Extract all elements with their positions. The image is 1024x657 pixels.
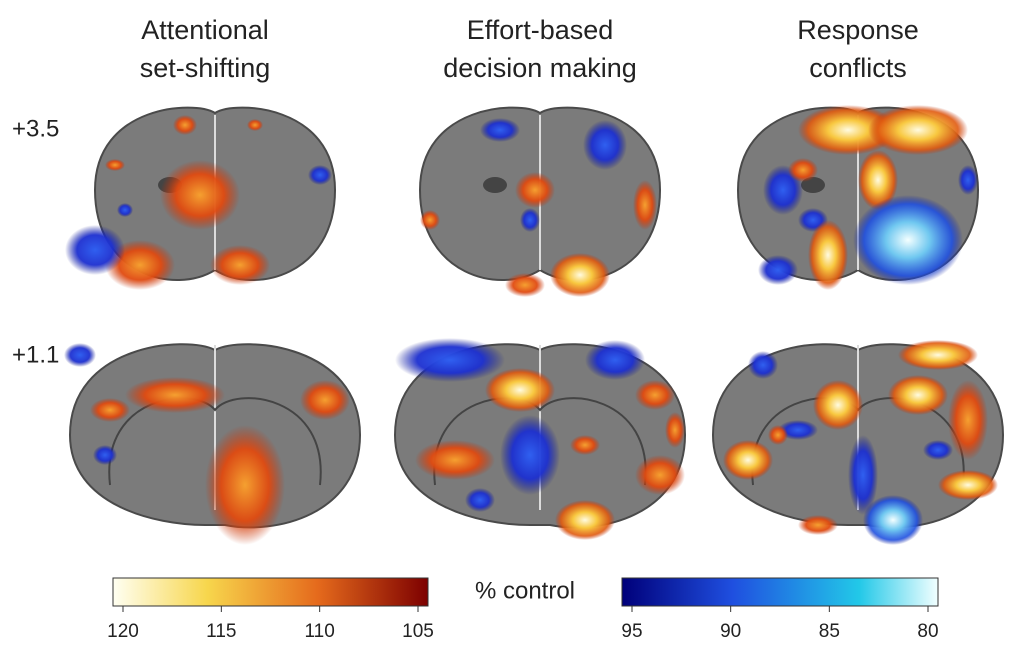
colorbar-label: % control bbox=[475, 577, 575, 604]
activation-blob bbox=[888, 375, 948, 415]
activation-blob bbox=[210, 245, 270, 285]
activation-blob bbox=[515, 172, 555, 208]
activation-blob bbox=[64, 343, 96, 367]
colorbar-tick-label: 110 bbox=[305, 621, 335, 642]
activation-blob bbox=[420, 210, 440, 230]
activation-blob bbox=[485, 368, 555, 412]
activation-blob bbox=[585, 340, 645, 380]
activation-blob bbox=[520, 208, 540, 232]
brain-slices bbox=[64, 105, 1003, 545]
activation-blob bbox=[958, 165, 978, 195]
activation-blob bbox=[583, 120, 627, 170]
brain-slice bbox=[64, 343, 360, 545]
activation-blob bbox=[665, 412, 685, 448]
colorbar-tick-label: 105 bbox=[402, 621, 434, 642]
activation-blob bbox=[395, 338, 505, 382]
activation-blob bbox=[923, 440, 953, 460]
activation-blob bbox=[798, 515, 838, 535]
activation-blob bbox=[868, 105, 968, 155]
activation-blob bbox=[550, 253, 610, 297]
activation-blob bbox=[788, 158, 818, 182]
column-title: conflicts bbox=[809, 53, 907, 83]
activation-blob bbox=[635, 380, 675, 410]
figure: Attentional set-shifting Effort-based decis… bbox=[0, 0, 1024, 657]
activation-blob bbox=[635, 455, 685, 495]
activation-blob bbox=[93, 445, 117, 465]
activation-blob bbox=[205, 425, 285, 545]
activation-blob bbox=[813, 380, 863, 430]
activation-blob bbox=[898, 340, 978, 370]
column-title: Attentional bbox=[141, 15, 269, 45]
activation-blob bbox=[723, 440, 773, 480]
column-title: Effort-based bbox=[467, 15, 614, 45]
activation-blob bbox=[415, 440, 495, 480]
colorbar-tick-label: 115 bbox=[206, 621, 236, 642]
colorbar bbox=[622, 578, 938, 606]
activation-blob bbox=[748, 351, 778, 379]
activation-blob bbox=[465, 488, 495, 512]
activation-blob bbox=[505, 273, 545, 297]
activation-blob bbox=[848, 435, 878, 515]
activation-blob bbox=[117, 203, 133, 217]
ventricle bbox=[483, 177, 507, 193]
colorbar-tick-label: 80 bbox=[917, 621, 938, 642]
activation-blob bbox=[308, 165, 332, 185]
activation-blob bbox=[555, 500, 615, 540]
brain-slice bbox=[420, 108, 660, 297]
brain-slice bbox=[713, 340, 1003, 545]
activation-blob bbox=[808, 220, 848, 290]
brain-slice bbox=[65, 108, 335, 290]
activation-blob bbox=[160, 160, 240, 230]
activation-blob bbox=[65, 225, 125, 275]
activation-blob bbox=[633, 180, 657, 230]
activation-blob bbox=[300, 380, 350, 420]
column-title: decision making bbox=[443, 53, 637, 83]
brain-slice bbox=[738, 105, 978, 290]
activation-blob bbox=[758, 255, 798, 285]
row-label: +3.5 bbox=[12, 115, 59, 142]
activation-blob bbox=[500, 415, 560, 495]
activation-blob bbox=[853, 195, 963, 285]
activation-blob bbox=[90, 398, 130, 422]
activation-blob bbox=[173, 115, 197, 135]
activation-blob bbox=[768, 425, 788, 445]
colorbar-tick-label: 85 bbox=[819, 621, 840, 642]
colorbar-tick-label: 90 bbox=[720, 621, 741, 642]
activation-blob bbox=[247, 119, 263, 131]
activation-blob bbox=[480, 118, 520, 142]
row-label: +1.1 bbox=[12, 341, 59, 368]
column-title: Response bbox=[797, 15, 919, 45]
colorbar bbox=[113, 578, 428, 606]
colorbar-tick-label: 95 bbox=[621, 621, 642, 642]
activation-blob bbox=[938, 470, 998, 500]
brain-slice bbox=[395, 338, 685, 540]
activation-blob bbox=[125, 377, 225, 413]
colorbar-tick-label: 120 bbox=[107, 621, 139, 642]
column-title: set-shifting bbox=[140, 53, 271, 83]
activation-blob bbox=[570, 435, 600, 455]
activation-blob bbox=[948, 380, 988, 460]
activation-blob bbox=[105, 159, 125, 171]
